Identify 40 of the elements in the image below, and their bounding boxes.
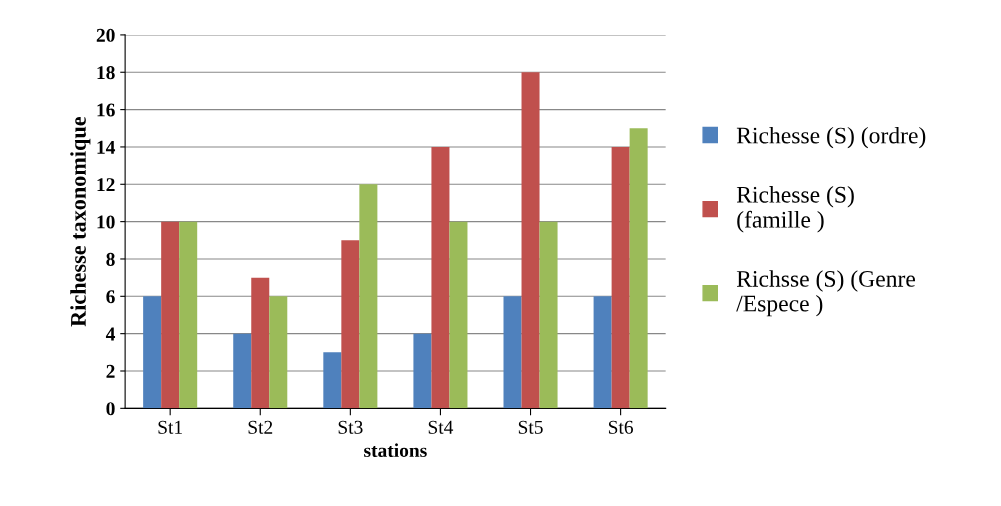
legend-label: Richesse (S) (famille )	[736, 186, 854, 233]
bar	[179, 221, 198, 409]
legend-label: Richesse (S) (ordre)	[736, 126, 926, 149]
x-tick-label: St2	[248, 420, 273, 434]
bar	[539, 221, 558, 409]
y-tick-label: 14	[97, 140, 116, 154]
bar	[161, 221, 180, 409]
x-tick-label: St4	[428, 420, 454, 434]
y-tick-label: 12	[97, 178, 115, 192]
bar	[341, 240, 360, 409]
bar	[323, 352, 342, 409]
bar	[503, 296, 522, 409]
bar	[233, 333, 252, 409]
bar	[359, 184, 378, 409]
bar	[413, 333, 432, 409]
y-tick-label: 16	[97, 103, 115, 117]
y-tick-label: 4	[105, 327, 116, 341]
bar	[611, 146, 630, 409]
y-tick-label: 2	[106, 364, 115, 378]
bar	[593, 296, 612, 409]
x-tick-label: St5	[518, 420, 543, 434]
x-axis-title: stations	[364, 443, 427, 458]
bar	[449, 221, 468, 409]
y-tick-label: 6	[106, 290, 115, 304]
x-tick-label: St3	[338, 420, 363, 434]
y-axis-title: Richesse taxonomique	[70, 116, 91, 327]
bar	[629, 128, 648, 409]
y-tick-label: 10	[97, 215, 115, 229]
y-tick-label: 18	[97, 66, 115, 80]
legend-label: Richsse (S) (Genre /Espece )	[736, 270, 916, 317]
y-tick-label: 8	[106, 252, 115, 266]
y-tick-label: 20	[96, 28, 115, 42]
bar	[269, 296, 288, 409]
y-tick-label: 0	[106, 402, 115, 416]
x-tick-label: St6	[608, 420, 634, 434]
bar	[251, 277, 270, 409]
bar	[521, 72, 540, 409]
x-tick-label: St1	[158, 420, 182, 434]
bar	[143, 296, 162, 409]
bar	[431, 146, 450, 409]
